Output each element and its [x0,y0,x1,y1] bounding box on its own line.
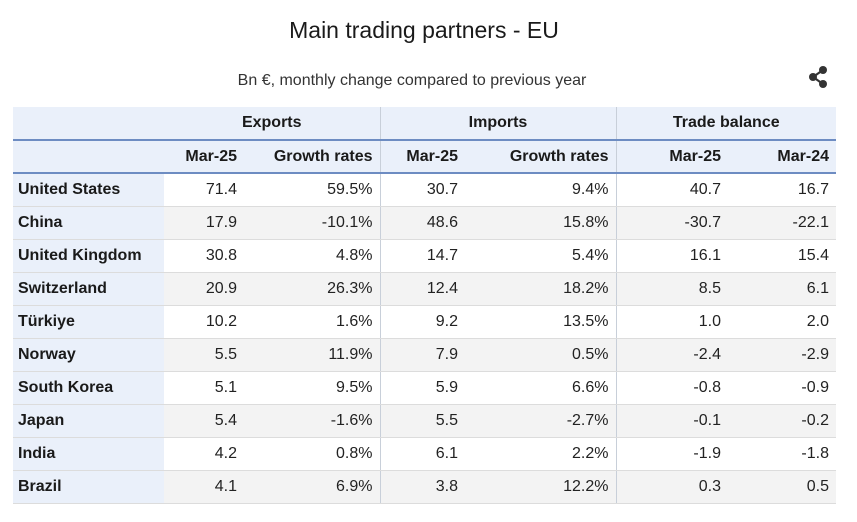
table-cell: 3.8 [379,470,465,504]
table-cell: 30.8 [164,239,244,273]
table-row: Norway 5.5 11.9% 7.9 0.5% -2.4 -2.9 [13,338,836,372]
row-country-label: United States [13,173,164,207]
table-row: Türkiye 10.2 1.6% 9.2 13.5% 1.0 2.0 [13,305,836,339]
table-cell: 5.4% [465,239,616,273]
table-cell: 0.8% [244,437,380,471]
table-cell: 0.3 [615,470,728,504]
table-cell: 40.7 [615,173,728,207]
row-country-label: United Kingdom [13,239,164,273]
table-cell: 17.9 [164,206,244,240]
table-cell: 71.4 [164,173,244,207]
table-body: United States 71.4 59.5% 30.7 9.4% 40.7 16.7 Ch… [13,173,836,504]
table-cell: 6.1 [728,272,836,306]
table-cell: 0.5% [465,338,616,372]
table-cell: -0.9 [728,371,836,405]
column-header-row: Mar-25 Growth rates Mar-25 Growth rates … [13,139,836,174]
corner-cell [13,107,164,140]
table-cell: 6.9% [244,470,380,504]
table-cell: 59.5% [244,173,380,207]
table-cell: 15.8% [465,206,616,240]
table-cell: -2.4 [615,338,728,372]
table-cell: 6.6% [465,371,616,405]
table-cell: 12.2% [465,470,616,504]
table-row: United Kingdom 30.8 4.8% 14.7 5.4% 16.1 15.4 [13,239,836,273]
table-cell: 8.5 [615,272,728,306]
table-cell: 6.1 [379,437,465,471]
group-header-imports: Imports [379,107,616,140]
table-row: China 17.9 -10.1% 48.6 15.8% -30.7 -22.1 [13,206,836,240]
table-cell: 5.5 [164,338,244,372]
table-cell: 48.6 [379,206,465,240]
table-cell: 14.7 [379,239,465,273]
table-cell: 5.1 [164,371,244,405]
table-cell: 10.2 [164,305,244,339]
table-cell: -2.9 [728,338,836,372]
table-row: Switzerland 20.9 26.3% 12.4 18.2% 8.5 6.1 [13,272,836,306]
table-cell: 5.4 [164,404,244,438]
table-cell: 0.5 [728,470,836,504]
column-header: Growth rates [244,139,380,174]
group-header-exports: Exports [164,107,380,140]
table-cell: 2.0 [728,305,836,339]
table-cell: 26.3% [244,272,380,306]
table-cell: 5.5 [379,404,465,438]
table-cell: 15.4 [728,239,836,273]
column-header: Mar-25 [164,139,244,174]
row-country-label: Brazil [13,470,164,504]
table-cell: 20.9 [164,272,244,306]
table-cell: 5.9 [379,371,465,405]
table-cell: -0.8 [615,371,728,405]
table-cell: 9.5% [244,371,380,405]
group-header-row: Exports Imports Trade balance [13,107,836,140]
row-country-label: Switzerland [13,272,164,306]
table-cell: -1.6% [244,404,380,438]
group-header-trade-balance: Trade balance [615,107,836,140]
table-cell: 2.2% [465,437,616,471]
column-header: Mar-25 [615,139,728,174]
table-cell: 1.0 [615,305,728,339]
table-cell: -30.7 [615,206,728,240]
chart-subtitle: Bn €, monthly change compared to previou… [237,72,587,89]
row-country-label: South Korea [13,371,164,405]
table-cell: 1.6% [244,305,380,339]
chart-title: Main trading partners - EU [289,17,559,43]
table-cell: 16.7 [728,173,836,207]
column-header: Mar-24 [728,139,836,174]
table-cell: 9.4% [465,173,616,207]
table-cell: 11.9% [244,338,380,372]
row-country-label: Norway [13,338,164,372]
table-row: United States 71.4 59.5% 30.7 9.4% 40.7 16.7 [13,173,836,207]
share-icon[interactable] [807,65,829,89]
table-cell: 16.1 [615,239,728,273]
table-row: Japan 5.4 -1.6% 5.5 -2.7% -0.1 -0.2 [13,404,836,438]
table-cell: -1.9 [615,437,728,471]
table-row: India 4.2 0.8% 6.1 2.2% -1.9 -1.8 [13,437,836,471]
table-cell: 4.2 [164,437,244,471]
corner-cell [13,139,164,174]
table-cell: 18.2% [465,272,616,306]
column-header: Mar-25 [379,139,465,174]
row-country-label: Japan [13,404,164,438]
table-cell: 4.8% [244,239,380,273]
table-cell: 4.1 [164,470,244,504]
table-cell: -22.1 [728,206,836,240]
row-country-label: China [13,206,164,240]
trade-table: Exports Imports Trade balance Mar-25 Gro… [13,107,836,504]
table-cell: -10.1% [244,206,380,240]
table-row: Brazil 4.1 6.9% 3.8 12.2% 0.3 0.5 [13,470,836,504]
table-cell: 13.5% [465,305,616,339]
column-header: Growth rates [465,139,616,174]
table-cell: -0.1 [615,404,728,438]
table-cell: 30.7 [379,173,465,207]
table-cell: 12.4 [379,272,465,306]
table-cell: 7.9 [379,338,465,372]
table-row: South Korea 5.1 9.5% 5.9 6.6% -0.8 -0.9 [13,371,836,405]
table-cell: -0.2 [728,404,836,438]
row-country-label: India [13,437,164,471]
table-cell: -1.8 [728,437,836,471]
table-cell: 9.2 [379,305,465,339]
row-country-label: Türkiye [13,305,164,339]
table-cell: -2.7% [465,404,616,438]
